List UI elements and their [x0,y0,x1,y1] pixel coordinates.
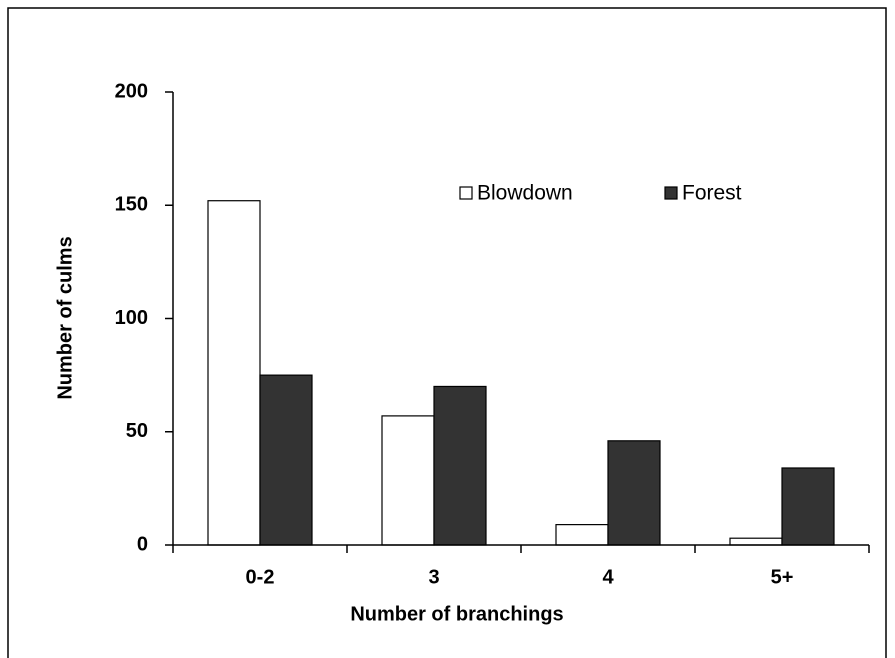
bar [259,374,313,546]
x-tick-label: 5+ [771,566,794,588]
y-tick-label: 100 [115,307,148,329]
legend-swatch [459,186,473,200]
frame [7,7,887,658]
bar [607,440,661,546]
bar [781,467,835,546]
x-tick-label: 3 [428,566,439,588]
x-tick-label: 4 [602,566,614,588]
legend-label: Forest [682,182,742,205]
bar [729,537,783,546]
y-axis-title: Number of culms [54,236,76,399]
bar [433,385,487,546]
y-tick-label: 200 [115,80,148,102]
legend-label: Blowdown [477,182,573,205]
bar [381,415,435,546]
y-tick-label: 50 [126,420,148,442]
y-tick-label: 0 [137,533,148,555]
bar [555,524,609,546]
bar [207,200,261,546]
x-axis-title: Number of branchings [350,603,563,625]
x-tick-label: 0-2 [246,566,275,588]
y-tick-label: 150 [115,194,148,216]
legend-swatch [664,186,678,200]
